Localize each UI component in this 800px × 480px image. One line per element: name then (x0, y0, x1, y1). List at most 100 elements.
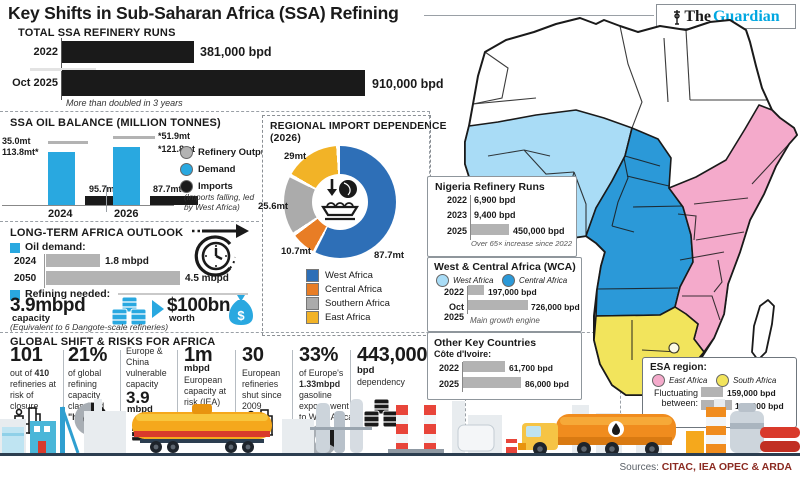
legend-label: West Africa (453, 276, 494, 285)
wca-bar (468, 285, 484, 295)
legend-item: Imports (180, 180, 233, 193)
other-countries-box (427, 332, 582, 400)
legend-item: South Africa (716, 374, 776, 387)
esa-title: ESA region: (650, 362, 707, 373)
divider (0, 221, 259, 222)
balance-demand-bar (48, 152, 75, 205)
legend-item: West Africa (436, 274, 493, 287)
runs-title: TOTAL SSA REFINERY RUNS (18, 27, 176, 39)
title-rule (424, 15, 654, 16)
stat-desc: Europe & China vulnerable capacity (126, 346, 167, 389)
stat-desc: out of 410 refineries at risk of closure (10, 368, 56, 411)
stat-unit: mbpd (184, 363, 210, 374)
refining-needed-label: Refining needed: (25, 288, 111, 300)
stat-desc: European capacity at risk (IEA) (184, 375, 227, 407)
logo-the: The (684, 7, 711, 25)
southern-africa-swatch (306, 297, 319, 310)
balance-demand-label: 113.8mt* (2, 147, 39, 157)
capacity-unit: capacity (12, 313, 51, 324)
sources-value: CITAC, IEA OPEC & ARDA (661, 461, 792, 473)
balance-demand-label: *121.8mt (158, 144, 196, 154)
legend-item: Central Africa (502, 274, 567, 287)
nigeria-note: Over 65× increase since 2022 (471, 239, 573, 248)
legend-item: Refinery Output (180, 146, 270, 159)
connector-dashed (465, 398, 466, 442)
nigeria-year: 2022 (446, 195, 467, 205)
guardian-crest-icon (672, 9, 682, 25)
balance-group-divider (106, 185, 107, 212)
balance-output-bar (48, 141, 88, 144)
balance-title: SSA OIL BALANCE (MILLION TONNES) (10, 117, 221, 129)
stat-separator (63, 350, 64, 426)
esa-fluct-label: Fluctuating between: (653, 388, 698, 408)
legend-label: West Africa (325, 270, 373, 281)
stat-separator (120, 350, 121, 426)
refinery-output-swatch (180, 146, 193, 159)
money-bag-icon: $ (227, 294, 255, 331)
balance-imports-bar (85, 196, 133, 205)
africa-map (464, 17, 798, 396)
oil-demand-label: Oil demand: (25, 241, 86, 253)
sources-line: Sources: CITAC, IEA OPEC & ARDA (420, 461, 792, 473)
nigeria-year: 2023 (446, 210, 467, 220)
balance-legend-note: (Imports falling, led by West Africa) (184, 192, 255, 212)
west-africa-swatch (436, 274, 449, 287)
nigeria-value: 9,400 bpd (474, 210, 516, 220)
other-axis (462, 362, 463, 392)
slice-label-southern: 25.6mt (258, 201, 289, 212)
wca-title: West & Central Africa (WCA) (434, 261, 576, 273)
stat-separator (292, 350, 293, 426)
stat-separator (350, 350, 351, 426)
runs-note: More than doubled in 3 years (66, 98, 183, 108)
outlook-title: LONG-TERM AFRICA OUTLOOK (10, 227, 184, 239)
runs-gridline (30, 68, 96, 71)
balance-output-bar (113, 136, 155, 139)
wca-year: 2022 (443, 287, 464, 297)
balance-demand-bar (113, 147, 140, 205)
other-bar (463, 377, 521, 388)
donut-center (312, 174, 368, 230)
stat-value: 30 (242, 344, 264, 366)
page-title: Key Shifts in Sub-Saharan Africa (SSA) R… (8, 3, 399, 23)
south-africa-swatch (716, 374, 729, 387)
legend-label: Imports (198, 181, 233, 192)
balance-output-label: 35.0mt (2, 136, 31, 146)
nigeria-title: Nigeria Refinery Runs (435, 181, 545, 193)
worth-unit: worth (169, 313, 195, 324)
stat-value: 33% (299, 344, 339, 366)
other-subtitle: Côte d'Ivoire: (434, 349, 492, 359)
runs-row-label: 2022 (33, 46, 58, 58)
runs-bar-2025 (62, 70, 365, 96)
stat-value: 1m (184, 344, 213, 366)
imports-swatch (180, 180, 193, 193)
slice-label-east: 29mt (284, 151, 307, 162)
outlook-value: 1.8 mbpd (105, 256, 149, 267)
stat-separator (177, 350, 178, 426)
balance-imports-bar (150, 196, 198, 205)
worth-value: $100bn (167, 295, 231, 316)
legend-label: South Africa (733, 376, 777, 385)
outlook-axis (44, 254, 45, 288)
wca-value: 726,000 bpd (531, 302, 580, 312)
other-title: Other Key Countries (434, 337, 537, 349)
nigeria-year: 2025 (446, 226, 467, 236)
sources-label: Sources: (619, 462, 659, 473)
esa-value: 159,000 bpd (727, 388, 776, 398)
balance-year: 2026 (114, 208, 139, 220)
outlook-bar-2024 (46, 254, 100, 267)
stat-value: 101 (10, 344, 43, 366)
legend-label: Central Africa (325, 284, 383, 295)
balance-year: 2024 (48, 208, 73, 220)
outlook-value: 4.5 mbpd (185, 273, 229, 284)
outlook-year: 2024 (14, 256, 37, 267)
divider (0, 111, 430, 112)
outlook-year: 2050 (14, 273, 37, 284)
east-africa-swatch (306, 311, 319, 324)
other-year: 2025 (438, 379, 459, 389)
wca-bar (468, 300, 528, 310)
legend-item: Central Africa (306, 283, 382, 296)
stat-unit: bpd (357, 365, 375, 376)
clock-cycle-icon (190, 222, 254, 285)
stat-desc: dependency (357, 377, 405, 387)
